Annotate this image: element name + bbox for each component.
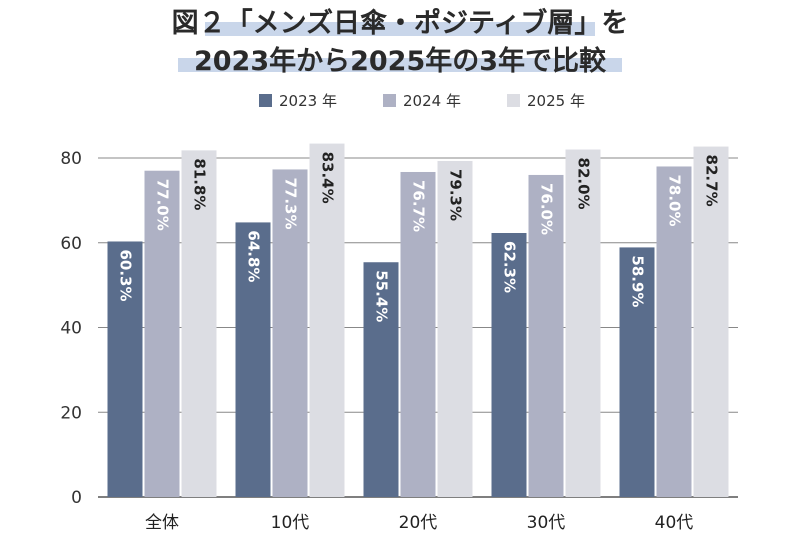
legend-label-3: 2025 年 [527,92,585,110]
legend-label-1: 2023 年 [279,92,337,110]
bar-1-2 [235,222,271,497]
legend-label-2: 2024 年 [403,92,461,110]
bar-3-1 [181,150,217,497]
bar-2-3 [400,171,436,497]
x-category-label: 全体 [145,513,179,533]
bar-1-4 [491,233,527,497]
data-label-2-5: 78.0% [666,174,684,226]
x-category-label: 10代 [271,513,310,533]
bar-2-2 [272,169,308,497]
legend-swatch-1 [259,94,272,107]
bar-1-5 [619,247,655,497]
y-axis: 0 20 40 60 80 [60,149,82,508]
x-category-label: 20代 [399,513,438,533]
data-label-1-1: 60.3% [117,249,135,301]
legend-swatch-2 [383,94,396,107]
bar-3-4 [565,149,601,497]
x-category-label: 30代 [527,513,566,533]
x-axis: 全体 10代 20代 30代 40代 [145,513,693,533]
bar-1-1 [107,241,143,497]
chart-title: 図２「メンズ日傘・ポジティブ層」を 2023年から2025年の3年で比較 [172,7,629,77]
bar-3-2 [309,143,345,497]
y-tick-label: 0 [71,488,82,508]
data-label-3-3: 79.3% [447,169,465,221]
data-label-1-5: 58.9% [629,255,647,307]
data-label-2-3: 76.7% [410,180,428,232]
legend: 2023 年 2024 年 2025 年 [259,92,585,110]
y-tick-label: 60 [60,234,82,254]
data-label-2-4: 76.0% [538,183,556,235]
y-tick-label: 20 [60,403,82,423]
title-highlight-2 [178,58,622,72]
title-highlight-1 [205,22,595,36]
data-label-1-2: 64.8% [245,230,263,282]
data-label-1-3: 55.4% [373,270,391,322]
bars: 60.3% 77.0% 81.8% 64.8% 77.3% 83.4% 55.4% 76.7%… [107,143,729,497]
bar-3-5 [693,146,729,497]
bar-3-3 [437,160,473,497]
legend-swatch-3 [507,94,520,107]
data-label-3-5: 82.7% [703,155,721,207]
data-label-2-1: 77.0% [154,179,172,231]
bar-2-1 [144,170,180,497]
data-label-3-1: 81.8% [191,158,209,210]
title-line-1: 図２「メンズ日傘・ポジティブ層」を [172,7,629,39]
data-label-3-4: 82.0% [575,158,593,210]
bar-2-5 [656,166,692,497]
y-tick-label: 40 [60,319,82,339]
x-category-label: 40代 [655,513,694,533]
bar-1-3 [363,262,399,497]
data-label-3-2: 83.4% [319,152,337,204]
bar-2-4 [528,174,564,497]
data-label-2-2: 77.3% [282,177,300,229]
y-tick-label: 80 [60,149,82,169]
title-line-2: 2023年から2025年の3年で比較 [194,45,607,77]
data-label-1-4: 62.3% [501,241,519,293]
